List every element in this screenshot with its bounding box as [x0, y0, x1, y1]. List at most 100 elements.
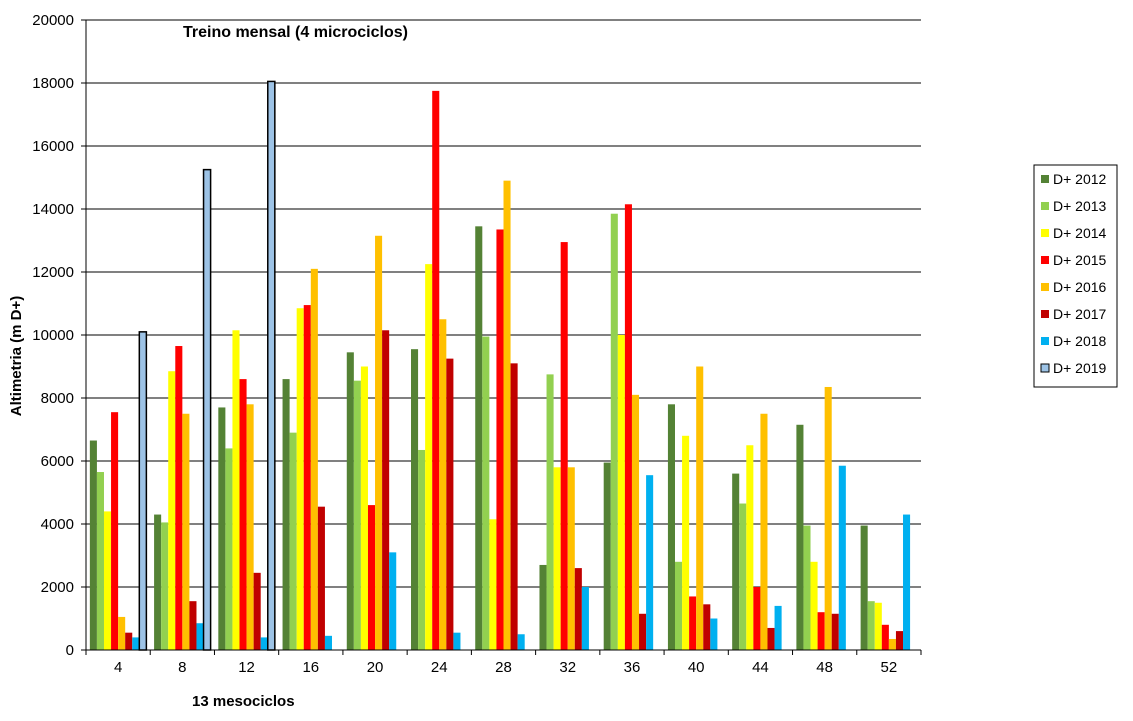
bar	[560, 242, 568, 650]
bar	[581, 587, 589, 650]
bar	[881, 624, 889, 650]
bar	[888, 638, 896, 650]
bar	[239, 379, 247, 650]
bar	[624, 204, 632, 650]
legend-label: D+ 2017	[1053, 306, 1107, 322]
x-tick-label: 4	[114, 659, 122, 676]
bar	[168, 371, 176, 650]
bar	[824, 386, 832, 650]
bar	[182, 413, 190, 650]
x-tick-label: 28	[495, 659, 512, 676]
bar	[267, 80, 276, 651]
bar	[260, 637, 268, 650]
bar	[432, 90, 440, 650]
bar	[603, 462, 611, 650]
bar	[895, 631, 904, 650]
bar	[138, 331, 148, 651]
legend-label: D+ 2012	[1053, 171, 1107, 187]
x-tick-label: 36	[624, 659, 641, 676]
bar	[860, 525, 868, 650]
bar	[375, 235, 383, 650]
bar	[803, 525, 811, 650]
bar	[696, 366, 704, 650]
bar	[496, 229, 504, 650]
y-tick-label: 10000	[32, 327, 74, 344]
bar	[732, 473, 740, 650]
bar	[175, 346, 183, 650]
bar	[831, 613, 839, 650]
x-tick-label: 52	[881, 659, 898, 676]
bar	[503, 180, 511, 650]
y-tick-label: 6000	[41, 453, 74, 470]
bar	[389, 552, 397, 650]
bar	[161, 522, 169, 650]
bar	[225, 448, 233, 650]
bar	[289, 432, 297, 650]
legend-swatch	[1040, 363, 1050, 373]
bar	[196, 623, 204, 650]
x-tick-label: 44	[752, 659, 769, 676]
y-tick-label: 0	[66, 642, 74, 659]
bar	[425, 264, 433, 650]
bar	[132, 637, 140, 650]
x-tick-label: 12	[238, 659, 255, 676]
legend-label: D+ 2015	[1053, 252, 1107, 268]
bar	[353, 380, 361, 650]
bar	[411, 349, 419, 650]
bar	[774, 605, 782, 650]
bar	[546, 374, 554, 650]
bar	[710, 618, 718, 650]
legend-label: D+ 2013	[1053, 198, 1107, 214]
bar	[111, 412, 119, 650]
bar	[796, 424, 804, 650]
legend-swatch	[1041, 229, 1049, 237]
x-tick-label: 40	[688, 659, 705, 676]
x-tick-label: 8	[178, 659, 186, 676]
y-tick-label: 16000	[32, 138, 74, 155]
bar	[125, 632, 133, 650]
bar	[189, 601, 197, 650]
bar	[767, 627, 775, 650]
bar	[567, 467, 575, 650]
x-tick-label: 20	[367, 659, 384, 676]
bar	[296, 308, 304, 650]
bar	[617, 335, 625, 650]
y-tick-label: 20000	[32, 12, 74, 29]
bar	[418, 449, 426, 650]
y-tick-label: 8000	[41, 390, 74, 407]
y-tick-label: 2000	[41, 579, 74, 596]
bar	[838, 465, 846, 650]
y-tick-label: 14000	[32, 201, 74, 218]
bar	[446, 358, 454, 650]
y-tick-label: 18000	[32, 75, 74, 92]
bar	[689, 596, 697, 650]
legend: D+ 2012 D+ 2013 D+ 2014 D+ 2015 D+ 2016 D+ 20…	[1033, 164, 1118, 388]
x-axis-title: 13 mesociclos	[192, 693, 295, 710]
bar	[324, 635, 333, 650]
bar	[703, 604, 711, 650]
bar	[246, 404, 254, 650]
bar	[439, 319, 447, 650]
bar	[753, 587, 761, 650]
bar	[739, 503, 747, 650]
legend-swatch	[1041, 310, 1049, 318]
legend-swatch	[1041, 283, 1049, 291]
bar	[232, 330, 240, 650]
x-tick-label: 16	[302, 659, 319, 676]
bar	[382, 330, 390, 650]
bar	[482, 336, 490, 650]
bar	[553, 467, 561, 650]
legend-swatch	[1041, 337, 1049, 345]
bar	[154, 514, 162, 650]
bar	[867, 601, 875, 650]
bar	[310, 268, 318, 650]
bar	[574, 568, 582, 650]
bar	[610, 213, 618, 650]
legend-label: D+ 2014	[1053, 225, 1107, 241]
legend-label: D+ 2018	[1053, 333, 1107, 349]
bar	[360, 366, 368, 650]
legend-swatch	[1041, 202, 1049, 210]
bar	[202, 168, 212, 651]
